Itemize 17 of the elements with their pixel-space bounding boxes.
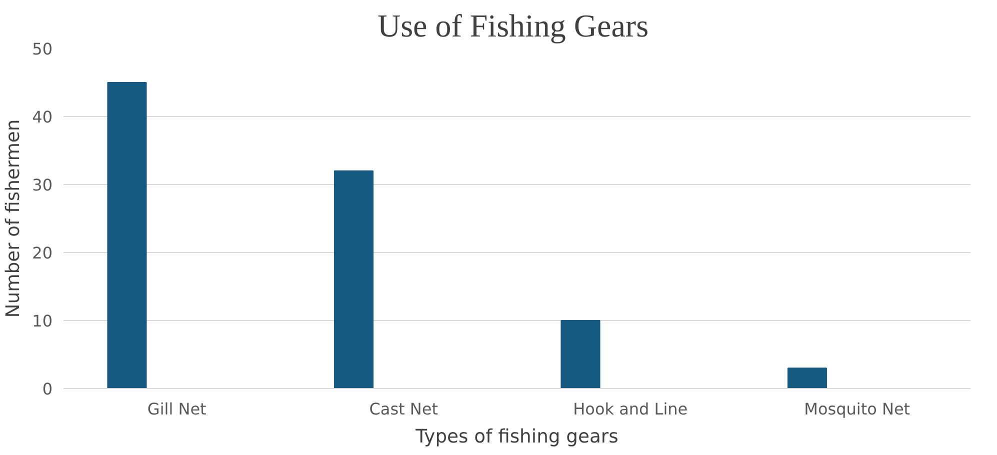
chart-title: Use of Fishing Gears [377,8,649,44]
y-axis-title: Number of fishermen [3,119,24,318]
y-tick-label: 10 [32,312,52,330]
x-tick-label: Cast Net [369,400,438,418]
y-tick-label: 50 [32,40,52,58]
bar [107,82,147,388]
x-tick-label: Hook and Line [573,400,688,418]
y-tick-label: 30 [32,176,52,194]
x-tick-label: Gill Net [147,400,206,418]
bar [334,170,374,388]
y-tick-label: 40 [32,108,52,126]
x-tick-label: Mosquito Net [804,400,910,418]
bar [787,368,828,388]
y-tick-label: 0 [42,380,53,398]
x-axis-title: Types of fishing gears [414,426,618,448]
y-tick-label: 20 [32,244,52,262]
bar [560,320,600,388]
